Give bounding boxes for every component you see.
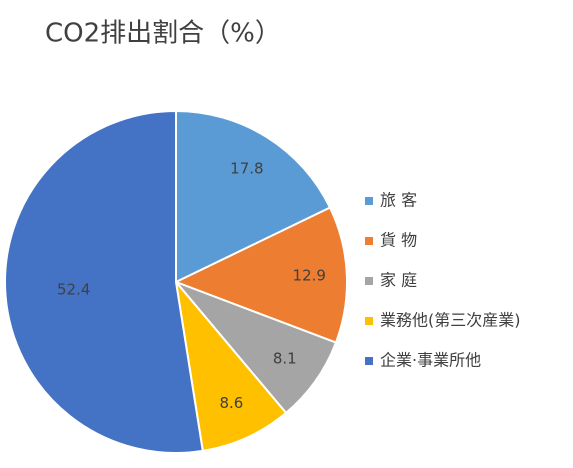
- pie-slice: [4, 109, 204, 454]
- legend-label: 家 庭: [380, 271, 417, 290]
- data-label: 52.4: [57, 281, 90, 299]
- legend-swatch: [365, 197, 373, 205]
- pie-slice: [172, 279, 338, 415]
- pie-slice: [174, 278, 288, 453]
- legend-swatch: [365, 237, 373, 245]
- legend-label: 貨 物: [380, 231, 417, 250]
- pie-slice: [173, 206, 348, 344]
- data-label: 12.9: [293, 267, 326, 285]
- data-label: 8.6: [219, 394, 243, 412]
- legend-label: 旅 客: [380, 191, 417, 210]
- legend-label: 業務他(第三次産業): [380, 311, 521, 330]
- legend-swatch: [365, 277, 373, 285]
- data-label: 17.8: [230, 160, 263, 178]
- legend-swatch: [365, 317, 373, 325]
- legend-label: 企業·事業所他: [380, 351, 481, 370]
- pie-slice: [175, 109, 332, 284]
- data-label: 8.1: [273, 350, 297, 368]
- chart-title: CO2排出割合（%）: [45, 19, 281, 49]
- legend-swatch: [365, 357, 373, 365]
